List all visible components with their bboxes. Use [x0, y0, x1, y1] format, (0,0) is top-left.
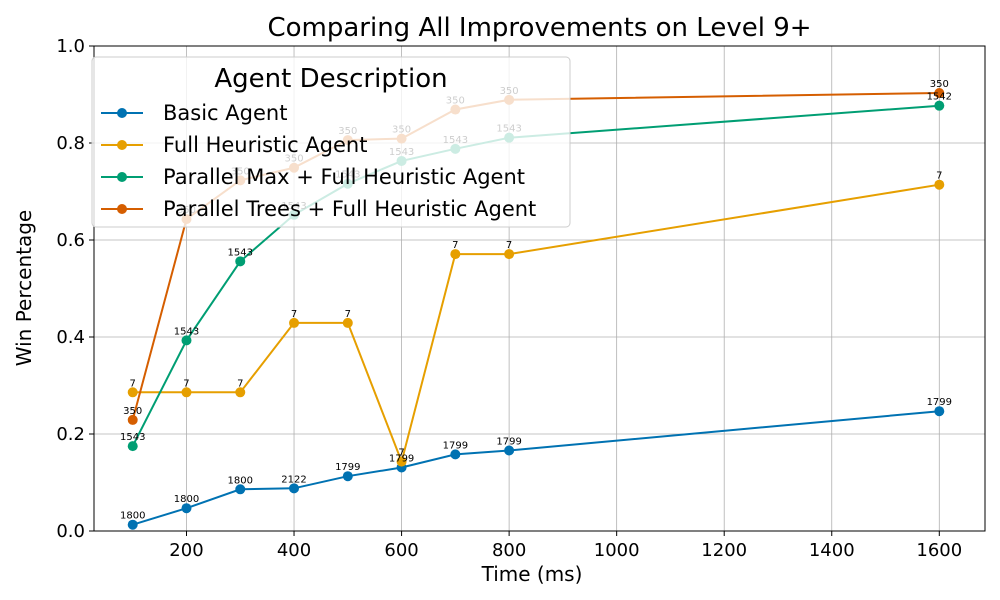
data-label-1: 7 — [237, 378, 243, 389]
data-label-1: 7 — [291, 309, 297, 320]
data-point-0 — [181, 503, 192, 514]
data-label-1: 7 — [398, 448, 404, 459]
data-point-1 — [504, 249, 515, 260]
data-label-1: 7 — [452, 240, 458, 251]
series-line-0 — [132, 410, 940, 526]
data-label-1: 7 — [130, 378, 136, 389]
legend-entry-label: Full Heuristic Agent — [163, 133, 367, 157]
y-tick-label: 0.0 — [56, 521, 85, 542]
y-axis-label: Win Percentage — [12, 210, 36, 366]
data-label-3: 350 — [930, 79, 949, 90]
chart-title: Comparing All Improvements on Level 9+ — [267, 13, 811, 43]
x-tick-label: 400 — [277, 540, 311, 561]
legend-swatch-marker — [117, 108, 127, 118]
legend-entry-label: Parallel Trees + Full Heuristic Agent — [163, 197, 536, 221]
data-label-1: 7 — [936, 171, 942, 182]
data-label-1: 7 — [345, 309, 351, 320]
axis-ticks: 200 400 600 800 1000 1200 1400 1600 0.0 0.2 0.4 0.6… — [56, 36, 962, 561]
data-label-2: 1543 — [174, 326, 199, 337]
data-label-0: 1799 — [335, 462, 360, 473]
data-point-0 — [289, 483, 300, 494]
data-point-3 — [127, 414, 138, 425]
data-point-1 — [127, 387, 138, 398]
data-label-0: 1799 — [496, 436, 521, 447]
data-point-2 — [127, 441, 138, 452]
data-point-1 — [934, 179, 945, 190]
x-tick-label: 200 — [169, 540, 203, 561]
legend-swatch-marker — [117, 204, 127, 214]
x-tick-label: 1600 — [916, 540, 962, 561]
data-label-0: 1799 — [443, 440, 468, 451]
x-axis-label: Time (ms) — [481, 562, 583, 586]
legend-swatch-marker — [117, 172, 127, 182]
data-point-2 — [181, 335, 192, 346]
data-label-0: 1800 — [228, 475, 253, 486]
y-tick-label: 0.4 — [56, 327, 85, 348]
x-tick-label: 1400 — [809, 540, 855, 561]
legend: Agent Description Basic Agent Full Heuris… — [91, 56, 571, 228]
data-label-1: 7 — [506, 240, 512, 251]
legend-entry-label: Parallel Max + Full Heuristic Agent — [163, 165, 525, 189]
legend-swatch-marker — [117, 140, 127, 150]
data-label-3: 350 — [123, 406, 142, 417]
data-point-1 — [396, 456, 407, 467]
y-tick-label: 1.0 — [56, 36, 85, 57]
x-tick-label: 600 — [384, 540, 418, 561]
data-point-1 — [342, 317, 353, 328]
data-point-2 — [934, 100, 945, 111]
data-point-3 — [934, 88, 945, 99]
data-point-0 — [504, 445, 515, 456]
data-point-1 — [289, 317, 300, 328]
data-label-0: 1800 — [120, 511, 145, 522]
data-point-2 — [235, 256, 246, 267]
plot-area-frame — [93, 45, 986, 532]
x-tick-label: 1000 — [594, 540, 640, 561]
legend-title: Agent Description — [214, 64, 447, 94]
data-point-0 — [934, 406, 945, 417]
data-label-2: 1543 — [120, 432, 145, 443]
data-label-1: 7 — [183, 378, 189, 389]
data-label-0: 2122 — [281, 474, 306, 485]
data-point-0 — [450, 449, 461, 460]
x-tick-label: 800 — [492, 540, 526, 561]
legend-box — [91, 56, 571, 228]
x-tick-label: 1200 — [701, 540, 747, 561]
data-label-2: 1542 — [927, 92, 952, 103]
data-label-0: 1799 — [927, 397, 952, 408]
data-point-1 — [235, 387, 246, 398]
data-point-1 — [450, 249, 461, 260]
data-point-1 — [181, 387, 192, 398]
y-tick-label: 0.2 — [56, 424, 85, 445]
y-tick-label: 0.8 — [56, 133, 85, 154]
data-label-2: 1543 — [228, 247, 253, 258]
data-label-0: 1799 — [389, 453, 414, 464]
y-tick-label: 0.6 — [56, 230, 85, 251]
data-point-0 — [127, 519, 138, 530]
legend-entry-label: Basic Agent — [163, 101, 287, 125]
data-label-0: 1800 — [174, 494, 199, 505]
data-point-0 — [342, 471, 353, 482]
data-point-0 — [235, 484, 246, 495]
